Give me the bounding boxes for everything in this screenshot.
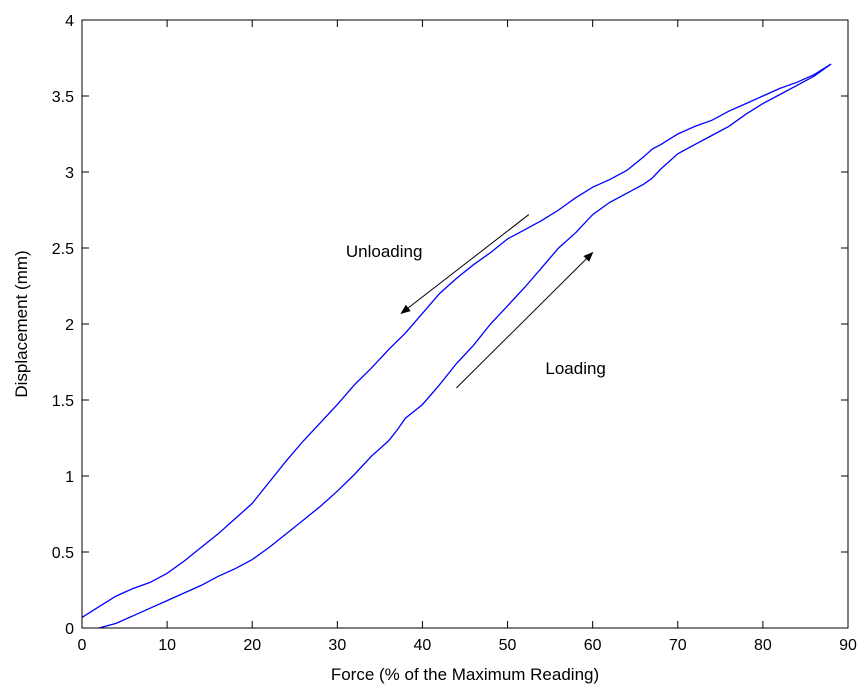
plot-area [82, 20, 848, 628]
y-tick-label: 2.5 [52, 241, 74, 258]
y-tick-label: 3 [65, 165, 74, 182]
y-tick-label: 3.5 [52, 89, 74, 106]
x-tick-label: 40 [414, 637, 432, 654]
y-tick-label: 0.5 [52, 545, 74, 562]
x-tick-label: 30 [328, 637, 346, 654]
x-tick-label: 90 [839, 637, 857, 654]
y-tick-label: 0 [65, 621, 74, 638]
y-axis-ticks: 0 0.5 1 1.5 2 2.5 3 3.5 4 [52, 13, 848, 638]
x-tick-label: 50 [499, 637, 517, 654]
y-tick-label: 1 [65, 469, 74, 486]
annotation-label-1: Unloading [346, 242, 423, 261]
series-layer [81, 63, 832, 629]
x-tick-label: 0 [78, 637, 87, 654]
x-tick-label: 20 [243, 637, 261, 654]
x-tick-label: 60 [584, 637, 602, 654]
x-tick-label: 10 [158, 637, 176, 654]
annotation-layer: Unloading Loading [346, 214, 606, 389]
y-axis-label: Displacement (mm) [12, 250, 31, 397]
annotation-label-2: Loading [545, 359, 606, 378]
y-tick-label: 1.5 [52, 393, 74, 410]
x-axis-ticks: 0 10 20 30 40 50 60 70 80 90 [78, 20, 857, 654]
annotation-arrow-1 [400, 214, 530, 314]
x-tick-label: 80 [754, 637, 772, 654]
y-tick-label: 4 [65, 13, 74, 30]
series-line-2 [81, 63, 832, 618]
x-tick-label: 70 [669, 637, 687, 654]
x-axis-label: Force (% of the Maximum Reading) [331, 665, 599, 684]
series-line-1 [98, 63, 832, 629]
annotation-arrow-2 [456, 251, 594, 389]
y-tick-label: 2 [65, 317, 74, 334]
